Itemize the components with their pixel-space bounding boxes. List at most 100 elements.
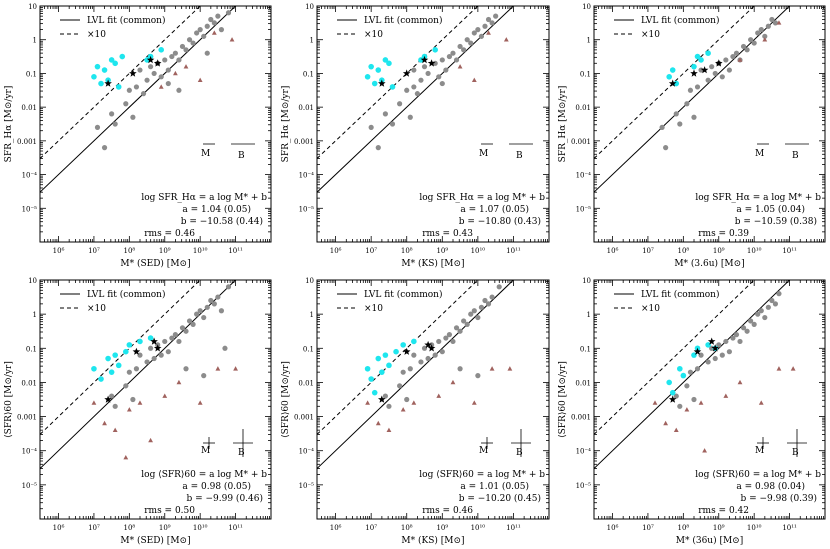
x-tick-label: 10⁶ <box>607 524 619 532</box>
fit-rms: rms = 0.42 <box>698 506 749 516</box>
data-point-star <box>700 66 709 74</box>
data-point-triangle <box>183 64 189 69</box>
y-tick-label: 10⁻⁴ <box>22 448 38 456</box>
data-point-triangle <box>102 420 107 426</box>
y-tick-label: 10 <box>305 277 314 285</box>
data-point-triangle <box>737 57 743 62</box>
data-point-cyan <box>411 338 417 345</box>
data-point-gray <box>730 335 736 341</box>
x-tick-label: 10⁹ <box>713 247 725 255</box>
panel-4: 10⁶ 10⁷ 10⁸ 10⁹ 10¹⁰ 10¹¹ 10⁻⁵ 10⁻⁴ 0.001 0.01 0.1… <box>4 277 272 546</box>
y-tick-label: 0.001 <box>571 138 591 146</box>
data-point-gray <box>687 87 694 93</box>
y-tick-label: 10⁻⁵ <box>22 482 38 490</box>
panel-6: 10⁶ 10⁷ 10⁸ 10⁹ 10¹⁰ 10¹¹ 10⁻⁵ 10⁻⁴ 0.001 0.01 0.1… <box>558 277 826 546</box>
b-error-label: B <box>238 448 245 458</box>
y-axis-label: ⟨SFR⟩60 [M⊙/yr] <box>4 361 14 438</box>
data-point-star <box>711 344 719 352</box>
data-point-gray <box>109 393 115 399</box>
legend-label: ×10 <box>364 30 383 40</box>
data-point-triangle <box>698 400 704 405</box>
data-point-triangle <box>663 420 669 426</box>
x-axis-label: M* (KS) [M⊙] <box>401 535 464 546</box>
m-error-label: M <box>479 149 488 159</box>
data-point-gray <box>211 301 217 307</box>
b-error-label: B <box>516 448 523 458</box>
data-point-triangle <box>723 393 729 398</box>
fit-b: b = −10.20 (0.45) <box>459 493 541 504</box>
data-point-star <box>146 55 155 64</box>
data-point-gray <box>201 314 207 321</box>
x-tick-label: 10⁸ <box>123 524 135 532</box>
data-point-gray <box>730 53 736 60</box>
legend-label: LVL fit (common) <box>641 15 720 26</box>
legend-label: LVL fit (common) <box>87 15 166 26</box>
data-point-gray <box>112 121 118 127</box>
data-point-triangle <box>172 70 178 76</box>
fit-rms: rms = 0.46 <box>422 506 473 516</box>
data-point-gray <box>382 111 388 117</box>
data-point-gray <box>439 349 445 355</box>
panel-3: 10⁶ 10⁷ 10⁸ 10⁹ 10¹⁰ 10¹¹ 10⁻⁵ 10⁻⁴ 0.001 0.01 0.1… <box>558 3 826 269</box>
data-point-gray <box>407 366 413 372</box>
data-point-gray <box>201 33 207 39</box>
fit-rms: rms = 0.39 <box>698 229 749 239</box>
data-point-gray <box>151 355 157 362</box>
x-tick-label: 10¹¹ <box>228 524 243 532</box>
data-point-triangle <box>503 37 509 42</box>
data-point-gray <box>698 352 704 358</box>
data-point-cyan <box>98 80 104 87</box>
data-point-triangle <box>176 379 182 385</box>
data-point-triangle <box>450 379 456 385</box>
data-point-gray <box>705 77 711 83</box>
axes-frame <box>316 5 550 243</box>
m-error-label: M <box>755 149 764 159</box>
data-point-cyan <box>94 63 101 70</box>
x-tick-label: 10⁷ <box>88 247 100 255</box>
data-point-gray <box>126 87 132 93</box>
data-point-gray <box>147 345 154 351</box>
data-point-gray <box>222 345 228 351</box>
data-point-gray <box>218 27 225 33</box>
x-tick-label: 10⁶ <box>607 247 619 255</box>
data-point-gray <box>425 70 431 77</box>
data-point-gray <box>386 403 392 409</box>
data-point-star <box>378 395 386 403</box>
data-point-star <box>153 344 162 352</box>
data-point-gray <box>758 308 764 314</box>
data-point-cyan <box>144 57 150 63</box>
fit-formula: log SFR_Hα = a log M* + b <box>695 193 821 203</box>
data-point-cyan <box>386 60 392 67</box>
data-point-cyan <box>108 369 115 375</box>
data-point-star <box>132 347 141 355</box>
legend-label: ×10 <box>641 30 660 40</box>
data-point-star <box>378 79 386 87</box>
data-point-gray <box>744 47 750 53</box>
x-tick-label: 10¹⁰ <box>471 524 486 532</box>
data-point-gray <box>400 369 406 375</box>
data-point-gray <box>765 23 771 29</box>
y-tick-label: 0.001 <box>294 138 314 146</box>
data-point-cyan <box>91 74 97 80</box>
data-point-cyan <box>112 60 118 67</box>
data-point-cyan <box>666 74 672 80</box>
fit-b: b = −9.99 (0.46) <box>186 493 263 504</box>
y-tick-label: 1 <box>310 37 314 45</box>
y-tick-label: 0.1 <box>26 345 37 353</box>
data-point-gray <box>461 47 467 53</box>
axes-frame <box>316 279 550 520</box>
data-point-gray <box>397 101 403 107</box>
y-tick-label: 0.01 <box>575 104 591 112</box>
y-axis-label: SFR_Hα [M⊙/yr] <box>281 86 291 163</box>
data-point-gray <box>772 301 779 307</box>
y-tick-label: 10⁻⁵ <box>299 482 315 490</box>
fit-line <box>317 6 515 193</box>
b-error-label: B <box>792 151 799 161</box>
data-point-gray <box>382 393 388 399</box>
y-tick-label: 1 <box>310 311 314 319</box>
x-tick-label: 10¹⁰ <box>747 247 762 255</box>
data-point-star <box>420 55 429 64</box>
data-point-gray <box>137 352 143 358</box>
y-tick-label: 10⁻⁴ <box>576 448 592 456</box>
data-point-gray <box>183 328 189 334</box>
